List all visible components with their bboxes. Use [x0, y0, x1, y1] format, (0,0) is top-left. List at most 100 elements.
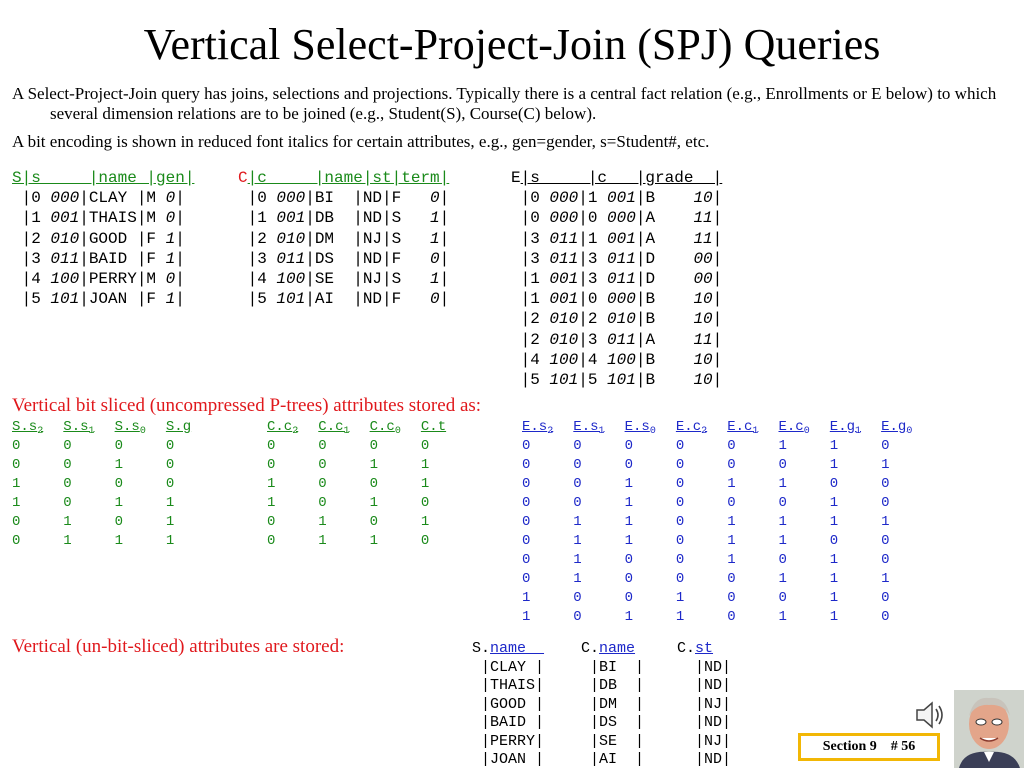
table-row: |0 000|CLAY |M 0| [12, 189, 185, 208]
bit-value: 0 [829, 476, 839, 492]
table-row: |2 010|GOOD |F 1| [12, 229, 185, 248]
bit-value: 0 [369, 438, 378, 454]
table-row: |3 011|DS |ND|F 0| [238, 249, 450, 268]
bit-value: 0 [267, 457, 276, 473]
unsliced-value: |ND| [677, 751, 732, 768]
speaker-icon[interactable] [913, 698, 947, 732]
intro-paragraph-1: A Select-Project-Join query has joins, s… [12, 84, 997, 123]
bit-value: 1 [420, 457, 430, 473]
slice-header: C.t [420, 419, 447, 435]
unsliced-value: |SE | [581, 732, 645, 750]
bit-value: 1 [114, 533, 123, 549]
c-slice-3: C.t 0 1 1 0 1 0 [421, 418, 446, 551]
bit-value: 1 [63, 533, 72, 549]
bit-value: 1 [573, 514, 582, 530]
bit-value: 1 [829, 571, 839, 587]
bit-value: 1 [829, 457, 839, 473]
table-row: |2 010|3 011|A 11| [511, 330, 723, 349]
bit-value: 1 [114, 457, 123, 473]
bit-value: 0 [881, 495, 890, 511]
unsliced-value: |GOOD | [472, 695, 545, 713]
bit-value: 0 [522, 438, 531, 454]
bit-value: 1 [369, 495, 378, 511]
bit-value: 0 [778, 457, 787, 473]
slice-header: E.s2 [522, 419, 554, 437]
bit-value: 1 [675, 590, 685, 606]
s-slice-3: S.g 0 0 0 1 1 1 [166, 418, 191, 551]
table-row: |3 011|3 011|D 00| [511, 249, 723, 268]
bit-value: 0 [420, 495, 430, 511]
c-slice-1: C.c1 0 0 0 0 1 1 [318, 418, 349, 551]
bit-value: 1 [829, 609, 839, 625]
bit-value: 0 [63, 476, 72, 492]
unsliced-value: |DM | [581, 695, 645, 713]
table-row: |5 101|5 101|B 10| [511, 371, 723, 390]
unsliced-header: C.name [581, 640, 636, 657]
c-slice-2: C.c0 0 1 0 1 0 1 [370, 418, 401, 551]
bit-value: 0 [522, 495, 531, 511]
bit-value: 1 [165, 514, 175, 530]
bit-value: 0 [727, 571, 736, 587]
bit-value: 0 [522, 514, 531, 530]
bit-value: 0 [624, 457, 633, 473]
bit-value: 1 [829, 552, 839, 568]
bit-value: 0 [369, 514, 378, 530]
bit-value: 0 [12, 514, 21, 530]
bit-value: 1 [778, 609, 787, 625]
bit-value: 0 [675, 533, 685, 549]
bit-value: 1 [727, 552, 736, 568]
unsliced-col-1: C.name |BI | |DB | |DM | |DS | |SE | |AI… [581, 640, 644, 770]
bit-value: 0 [318, 457, 327, 473]
table-row: |2 010|DM |NJ|S 1| [238, 229, 450, 248]
table-row: |4 100|PERRY|M 0| [12, 270, 185, 289]
bit-value: 0 [778, 495, 787, 511]
table-row: |1 001|DB |ND|S 1| [238, 209, 450, 228]
bit-value: 1 [573, 571, 582, 587]
bit-value: 0 [727, 590, 736, 606]
table-enrollments: E|s |c |grade | |0 000|1 001|B 10| |0 00… [511, 168, 722, 390]
section-box: Section 9 # 56 [798, 733, 940, 761]
bit-value: 1 [63, 514, 72, 530]
table-row: |1 001|THAIS|M 0| [12, 209, 185, 228]
table-row: |4 100|SE |NJ|S 1| [238, 270, 450, 289]
bit-value: 0 [778, 552, 787, 568]
bit-value: 0 [63, 457, 72, 473]
bit-value: 0 [522, 476, 531, 492]
unsliced-value: |ND| [677, 658, 732, 676]
bit-value: 1 [114, 495, 123, 511]
table-row: |0 000|0 000|A 11| [511, 209, 723, 228]
bit-value: 1 [778, 533, 787, 549]
slice-header: E.g1 [829, 419, 862, 437]
bit-value: 0 [165, 476, 175, 492]
bit-value: 1 [829, 495, 839, 511]
bit-value: 0 [881, 476, 890, 492]
s-slice-1: S.s1 0 0 0 0 1 1 [63, 418, 94, 551]
e-slice-5: E.c0 1 0 1 0 1 1 0 1 0 1 [779, 418, 810, 627]
bit-value: 1 [829, 438, 839, 454]
bit-value: 1 [829, 514, 839, 530]
e-slice-7: E.g0 0 1 0 0 1 0 0 1 0 0 [881, 418, 912, 627]
unsliced-value: |BAID | [472, 714, 545, 731]
bit-value: 0 [267, 514, 276, 530]
bit-value: 0 [114, 514, 123, 530]
table-row: |1 001|0 000|B 10| [511, 290, 723, 309]
bit-value: 0 [624, 438, 633, 454]
bit-value: 1 [727, 533, 736, 549]
bit-value: 1 [165, 533, 175, 549]
slice-header: E.g0 [881, 419, 913, 437]
unsliced-heading: Vertical (un-bit-sliced) attributes are … [12, 636, 345, 657]
s-slice-2: S.s0 0 1 0 1 0 1 [115, 418, 146, 551]
table-row: |0 000|1 001|B 10| [511, 189, 723, 208]
bit-value: 0 [573, 457, 582, 473]
bit-value: 1 [318, 514, 327, 530]
slice-header: C.c0 [369, 419, 401, 437]
table-row: |2 010|2 010|B 10| [511, 310, 723, 329]
bit-value: 1 [318, 533, 327, 549]
slice-header: S.s1 [63, 419, 95, 437]
table-row: |3 011|1 001|A 11| [511, 229, 723, 248]
slice-header: C.c1 [318, 419, 350, 437]
bit-value: 0 [881, 533, 890, 549]
section-label: Section 9 [822, 739, 877, 754]
bit-value: 1 [881, 571, 890, 587]
unsliced-col-0: S.name |CLAY | |THAIS| |GOOD | |BAID | |… [472, 640, 544, 770]
